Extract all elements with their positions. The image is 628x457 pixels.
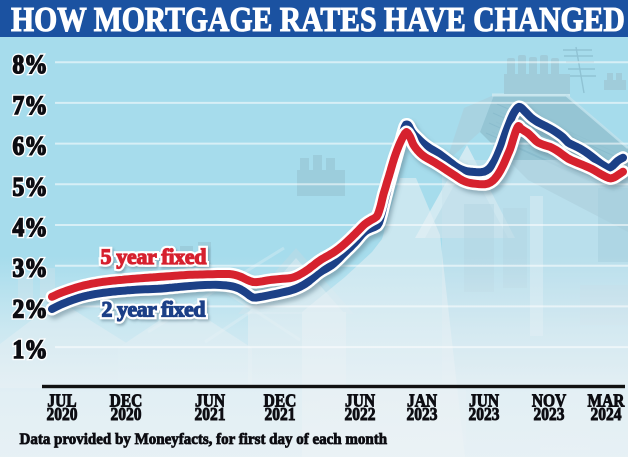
svg-text:Data provided by Moneyfacts, f: Data provided by Moneyfacts, for first d… [20,430,388,448]
svg-text:2020: 2020 [47,404,78,424]
svg-text:5%: 5% [13,173,48,201]
svg-text:2022: 2022 [345,404,376,424]
svg-text:5 year fixed: 5 year fixed [101,245,207,269]
svg-text:8%: 8% [13,51,48,79]
svg-text:2 year fixed: 2 year fixed [102,298,206,322]
svg-text:1%: 1% [13,336,48,364]
svg-text:DEC: DEC [264,390,297,410]
svg-text:3%: 3% [13,255,48,283]
svg-text:5%: 5% [13,173,48,201]
svg-text:JUL: JUL [47,390,76,410]
svg-text:2 year fixed: 2 year fixed [102,298,206,322]
svg-text:2023: 2023 [407,404,438,424]
svg-text:6%: 6% [13,133,48,161]
svg-text:2023: 2023 [534,404,565,424]
svg-text:NOV: NOV [532,390,566,410]
svg-text:HOW MORTGAGE RATES HAVE CHANGE: HOW MORTGAGE RATES HAVE CHANGED [11,1,625,40]
svg-text:JUN: JUN [469,390,499,410]
svg-text:MAR: MAR [588,390,626,410]
svg-text:2024: 2024 [591,404,622,424]
svg-text:2023: 2023 [469,404,500,424]
svg-text:4%: 4% [13,214,48,242]
svg-text:4%: 4% [13,214,48,242]
svg-text:2021: 2021 [195,404,226,424]
svg-text:2020: 2020 [111,404,142,424]
svg-text:3%: 3% [13,255,48,283]
svg-text:2%: 2% [13,295,48,323]
svg-text:2%: 2% [13,295,48,323]
svg-text:2021: 2021 [265,404,296,424]
svg-text:1%: 1% [13,336,48,364]
svg-text:6%: 6% [13,133,48,161]
svg-text:5 year fixed: 5 year fixed [101,245,207,269]
svg-text:7%: 7% [13,92,48,120]
svg-text:JUN: JUN [195,390,225,410]
svg-text:JUN: JUN [345,390,375,410]
svg-text:8%: 8% [13,51,48,79]
svg-text:7%: 7% [13,92,48,120]
svg-text:DEC: DEC [110,390,143,410]
svg-text:JAN: JAN [407,390,437,410]
